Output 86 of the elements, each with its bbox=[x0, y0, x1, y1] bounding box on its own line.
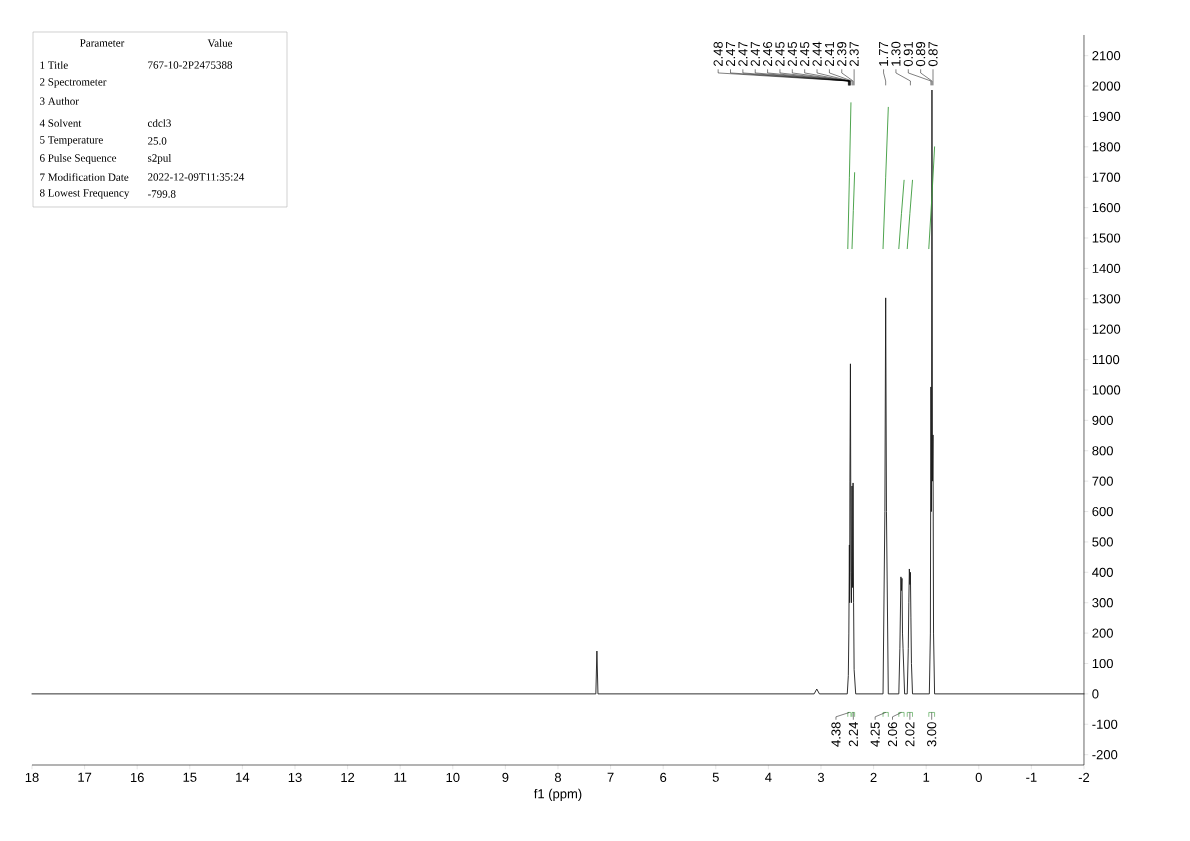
y-tick-label: 600 bbox=[1092, 506, 1113, 517]
x-tick-label: 11 bbox=[394, 772, 407, 782]
x-tick-label: -1 bbox=[1026, 772, 1037, 782]
y-tick-label: 0 bbox=[1092, 689, 1099, 699]
annotation: 767-10-2P2475388 bbox=[148, 61, 233, 69]
annotation: 0.87 bbox=[928, 42, 938, 67]
y-tick-label: 2100 bbox=[1092, 51, 1121, 61]
y-tick-label: 1600 bbox=[1092, 203, 1121, 213]
annotation: Parameter bbox=[80, 39, 125, 47]
annotation: 2 Spectrometer bbox=[40, 78, 107, 88]
y-tick-label: 1800 bbox=[1092, 142, 1121, 152]
annotation: 2.48 bbox=[713, 41, 723, 66]
annotation: s2pul bbox=[147, 154, 172, 164]
y-tick-label: -100 bbox=[1092, 719, 1118, 729]
y-tick-label: 1200 bbox=[1092, 324, 1121, 334]
x-tick-label: 2 bbox=[870, 772, 877, 782]
annotation: 2.44 bbox=[812, 41, 822, 66]
annotation: -799.8 bbox=[147, 190, 176, 198]
y-tick-label: 500 bbox=[1092, 537, 1113, 547]
annotation: 4.38 bbox=[831, 722, 841, 747]
y-tick-label: 1900 bbox=[1092, 111, 1121, 122]
x-tick-label: 15 bbox=[183, 772, 197, 782]
annotation: 3 Author bbox=[40, 97, 79, 105]
x-tick-label: 7 bbox=[607, 772, 614, 782]
annotation: 5 Temperature bbox=[40, 136, 103, 146]
annotation: Value bbox=[207, 39, 233, 47]
y-tick-label: 800 bbox=[1092, 446, 1113, 456]
annotation: 4 Solvent bbox=[39, 119, 82, 127]
annotation: 2.47 bbox=[750, 42, 760, 66]
annotation: 2.02 bbox=[905, 722, 915, 747]
x-tick-label: 14 bbox=[236, 772, 250, 782]
y-tick-label: 2000 bbox=[1092, 81, 1121, 91]
annotation: 2.06 bbox=[887, 722, 898, 747]
annotation: 2.41 bbox=[824, 41, 834, 66]
annotation: 0.89 bbox=[916, 41, 926, 67]
annotation: 1.77 bbox=[879, 42, 889, 66]
x-tick-label: 6 bbox=[660, 772, 667, 782]
x-tick-label: 13 bbox=[288, 772, 302, 782]
y-tick-label: 300 bbox=[1092, 598, 1113, 608]
x-tick-label: 3 bbox=[817, 772, 825, 782]
annotation: 2.45 bbox=[800, 41, 810, 66]
annotation: 2022-12-09T11:35:24 bbox=[148, 173, 245, 181]
x-axis-title: f1 (ppm) bbox=[533, 788, 582, 801]
line-series bbox=[31, 89, 1085, 695]
x-tick-label: 16 bbox=[130, 772, 144, 782]
x-tick-label: 9 bbox=[502, 772, 509, 782]
annotation: 1 Title bbox=[40, 61, 68, 69]
annotation: 2.39 bbox=[837, 41, 847, 66]
x-tick-label: 0 bbox=[975, 772, 982, 782]
y-tick-label: 100 bbox=[1092, 658, 1113, 669]
annotation: 2.47 bbox=[738, 42, 748, 66]
y-tick-label: 700 bbox=[1092, 476, 1113, 486]
annotation: 2.45 bbox=[787, 41, 797, 66]
annotation: cdcl3 bbox=[147, 119, 171, 127]
annotation: 1.30 bbox=[891, 41, 901, 66]
annotation: 2.45 bbox=[775, 41, 785, 66]
y-tick-label: 1100 bbox=[1092, 354, 1120, 365]
x-tick-label: 10 bbox=[446, 772, 460, 782]
y-tick-label: 900 bbox=[1092, 415, 1113, 425]
annotation: 7 Modification Date bbox=[40, 173, 129, 181]
y-tick-label: 1300 bbox=[1092, 294, 1121, 304]
x-tick-label: 5 bbox=[712, 772, 719, 782]
y-tick-label: 1000 bbox=[1092, 385, 1121, 395]
y-tick-label: 1700 bbox=[1092, 172, 1121, 182]
x-tick-label: 18 bbox=[25, 772, 39, 782]
x-tick-label: -2 bbox=[1078, 772, 1090, 782]
annotation: 2.46 bbox=[762, 41, 773, 66]
annotation: 3.00 bbox=[927, 722, 937, 747]
annotation: 4.25 bbox=[870, 722, 880, 747]
x-tick-label: 4 bbox=[765, 772, 772, 782]
x-tick-label: 8 bbox=[554, 772, 562, 782]
x-tick-label: 12 bbox=[341, 772, 355, 782]
annotation: 2.24 bbox=[848, 722, 858, 747]
x-tick-label: 17 bbox=[78, 772, 92, 782]
annotation: 6 Pulse Sequence bbox=[40, 154, 117, 164]
y-tick-label: 200 bbox=[1092, 628, 1113, 638]
y-tick-label: 1400 bbox=[1092, 263, 1121, 273]
x-tick-label: 1 bbox=[923, 772, 930, 782]
annotation: 2.37 bbox=[849, 42, 859, 66]
annotation: 8 Lowest Frequency bbox=[39, 189, 130, 199]
annotation: 0.91 bbox=[903, 41, 913, 67]
annotation: 25.0 bbox=[148, 137, 167, 145]
y-tick-label: -200 bbox=[1092, 750, 1118, 760]
annotation: 2.47 bbox=[725, 42, 736, 66]
y-tick-label: 1500 bbox=[1092, 233, 1121, 243]
y-tick-label: 400 bbox=[1092, 567, 1113, 577]
